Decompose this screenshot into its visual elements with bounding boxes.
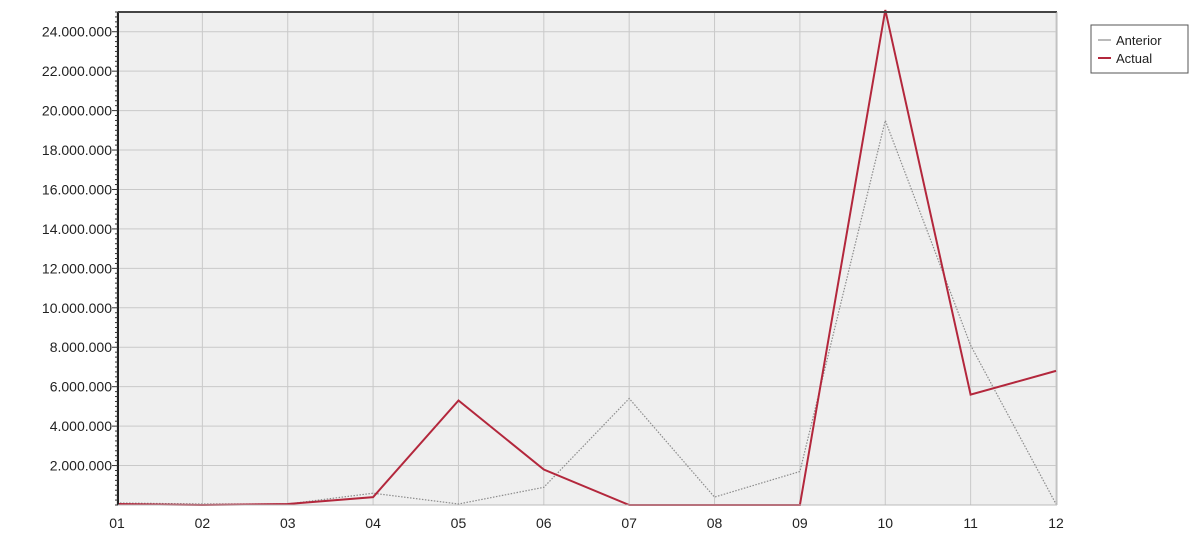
x-tick-label: 08 [707, 515, 723, 531]
legend-box [1090, 24, 1189, 74]
x-tick-label: 10 [877, 515, 893, 531]
y-tick-label: 6.000.000 [50, 379, 112, 395]
y-tick-label: 14.000.000 [42, 221, 112, 237]
y-tick-label: 18.000.000 [42, 142, 112, 158]
y-tick-label: 12.000.000 [42, 260, 112, 276]
y-tick-label: 24.000.000 [42, 24, 112, 40]
x-tick-label: 07 [621, 515, 637, 531]
y-tick-label: 20.000.000 [42, 103, 112, 119]
y-tick-label: 10.000.000 [42, 300, 112, 316]
y-tick-label: 16.000.000 [42, 181, 112, 197]
legend-label-actual: Actual [1116, 51, 1152, 66]
x-tick-label: 12 [1048, 515, 1064, 531]
x-tick-label: 09 [792, 515, 808, 531]
y-tick-label: 2.000.000 [50, 458, 112, 474]
y-tick-label: 22.000.000 [42, 63, 112, 79]
y-tick-label: 4.000.000 [50, 418, 112, 434]
x-tick-label: 06 [536, 515, 552, 531]
x-tick-label: 11 [963, 515, 978, 531]
x-tick-label: 05 [451, 515, 467, 531]
series-line-actual [116, 9, 1057, 507]
x-tick-label: 01 [109, 515, 125, 531]
y-tick-label: 8.000.000 [50, 339, 112, 355]
legend-label-anterior: Anterior [1116, 33, 1162, 48]
x-tick-label: 02 [195, 515, 211, 531]
x-tick-label: 04 [365, 515, 381, 531]
plot-area [118, 12, 1057, 505]
x-tick-label: 03 [280, 515, 296, 531]
